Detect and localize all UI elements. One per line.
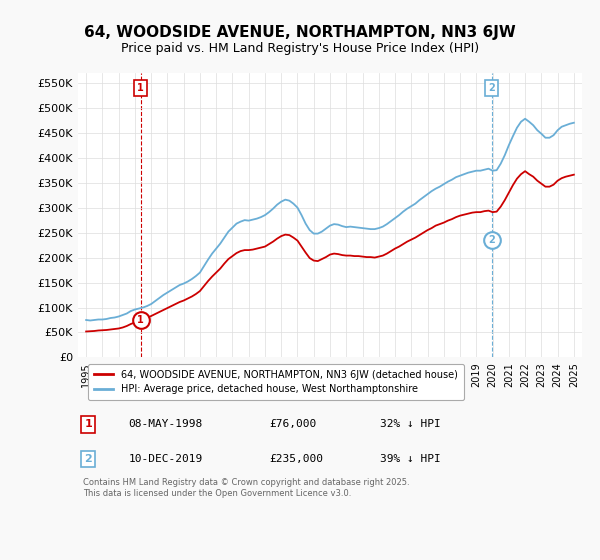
- Text: 32% ↓ HPI: 32% ↓ HPI: [380, 419, 441, 430]
- Text: 10-DEC-2019: 10-DEC-2019: [128, 454, 203, 464]
- Text: 1: 1: [137, 315, 144, 324]
- Text: 39% ↓ HPI: 39% ↓ HPI: [380, 454, 441, 464]
- Text: 2: 2: [84, 454, 92, 464]
- Text: £76,000: £76,000: [269, 419, 317, 430]
- Text: 2: 2: [488, 235, 495, 245]
- Text: 1: 1: [137, 83, 144, 93]
- Text: 08-MAY-1998: 08-MAY-1998: [128, 419, 203, 430]
- Text: £235,000: £235,000: [269, 454, 323, 464]
- Legend: 64, WOODSIDE AVENUE, NORTHAMPTON, NN3 6JW (detached house), HPI: Average price, : 64, WOODSIDE AVENUE, NORTHAMPTON, NN3 6J…: [88, 364, 464, 400]
- Text: Price paid vs. HM Land Registry's House Price Index (HPI): Price paid vs. HM Land Registry's House …: [121, 42, 479, 55]
- Text: 64, WOODSIDE AVENUE, NORTHAMPTON, NN3 6JW: 64, WOODSIDE AVENUE, NORTHAMPTON, NN3 6J…: [84, 25, 516, 40]
- Text: 1: 1: [84, 419, 92, 430]
- Text: 2: 2: [488, 83, 495, 93]
- Text: Contains HM Land Registry data © Crown copyright and database right 2025.
This d: Contains HM Land Registry data © Crown c…: [83, 478, 410, 498]
